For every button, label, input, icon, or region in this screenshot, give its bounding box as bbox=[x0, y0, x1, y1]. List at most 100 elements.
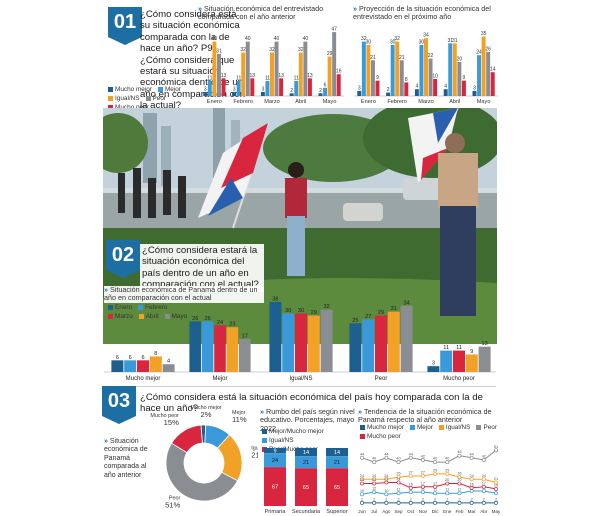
data-label: 11 bbox=[265, 76, 270, 82]
legend-item-marzo: Marzo bbox=[108, 313, 133, 320]
tick-label: Igual/NS bbox=[289, 376, 312, 382]
point-mucho-peor bbox=[396, 480, 401, 485]
legend-swatch bbox=[145, 95, 151, 101]
bar-igual-ns-febrero bbox=[282, 313, 295, 372]
data-label: 27 bbox=[421, 471, 425, 475]
data-label: 44 bbox=[409, 452, 413, 456]
point-mucho-peor bbox=[384, 480, 389, 485]
data-label: 10 bbox=[384, 489, 388, 493]
bar-mejor-abril bbox=[226, 327, 239, 372]
bar-igual-ns-enero bbox=[269, 301, 282, 372]
legend-label: Abril bbox=[145, 313, 159, 320]
legend-item-mucho-mejor: Mucho mejor bbox=[360, 424, 404, 431]
point-mucho-peor bbox=[469, 485, 474, 490]
bar-mucho-mejor-abril bbox=[149, 356, 162, 372]
data-label: 15 bbox=[494, 483, 498, 487]
bar-peor-abril bbox=[387, 311, 400, 372]
street-photo bbox=[103, 108, 497, 344]
bar-febrero-peor bbox=[399, 60, 404, 96]
legend-swatch bbox=[262, 437, 267, 443]
tick-label: Dic bbox=[432, 509, 439, 514]
data-label: 47 bbox=[331, 27, 337, 33]
bar-mayo-peor bbox=[486, 51, 491, 96]
data-label: 20 bbox=[457, 478, 461, 482]
point-peor bbox=[360, 455, 364, 460]
data-label: 14 bbox=[334, 450, 340, 456]
point-igual-ns bbox=[360, 477, 364, 482]
bar-mayo-igual-ns bbox=[481, 36, 486, 96]
data-label: 32 bbox=[240, 47, 246, 53]
data-label: 11 bbox=[397, 488, 401, 492]
chart5-title: Rumbo del país según nivel educativo. Po… bbox=[260, 407, 360, 433]
data-label: 11 bbox=[236, 76, 241, 82]
data-label: 17 bbox=[242, 333, 248, 339]
data-label: 2 bbox=[387, 87, 390, 93]
bar-mucho-peor-febrero bbox=[440, 350, 453, 372]
divider bbox=[104, 386, 496, 387]
data-label: 13 bbox=[307, 73, 313, 79]
legend-label: Mejor bbox=[164, 86, 181, 93]
data-label: 51 bbox=[494, 445, 498, 449]
bar-peor-marzo bbox=[375, 315, 387, 372]
legend-swatch bbox=[108, 104, 113, 110]
tick-label: Abril bbox=[449, 99, 460, 105]
data-label: 9 bbox=[376, 75, 379, 81]
pie-side-label: Situación económica de Panamá comparada … bbox=[104, 438, 160, 480]
slice-mucho-peor bbox=[171, 424, 203, 454]
legend-swatch bbox=[157, 86, 163, 92]
chart5-education: 9 24 67 Primaria 14 21 65 Secundaria 14 21 65 Super… bbox=[264, 448, 348, 514]
legend-swatch bbox=[138, 313, 144, 319]
data-label: 24 bbox=[217, 320, 223, 326]
legend-swatch bbox=[108, 313, 113, 319]
bar-igual-ns-abril bbox=[307, 315, 320, 372]
data-label: 13 bbox=[250, 73, 256, 79]
data-label: 16 bbox=[409, 482, 413, 486]
bar-igual-ns-mayo bbox=[320, 309, 333, 372]
data-label: 6 bbox=[129, 355, 132, 361]
data-label: 22 bbox=[428, 53, 434, 59]
legend-swatch bbox=[108, 95, 113, 101]
legend-label: Peor bbox=[483, 424, 497, 431]
point-mucho-mejor bbox=[360, 500, 364, 505]
point-mucho-peor bbox=[457, 481, 462, 486]
point-mucho-peor bbox=[445, 481, 450, 486]
data-label: 2 bbox=[495, 497, 497, 501]
point-igual-ns bbox=[420, 474, 425, 478]
data-label: 26 bbox=[457, 472, 461, 476]
data-label: 44 bbox=[384, 452, 388, 456]
tick-label: Mucho peor bbox=[443, 376, 475, 382]
slice-value: 15% bbox=[164, 418, 179, 427]
data-label: 11 bbox=[207, 76, 212, 82]
bar-marzo-mejor bbox=[265, 81, 270, 96]
legend-swatch bbox=[476, 424, 482, 430]
legend-swatch bbox=[262, 428, 267, 434]
tick-label: Febrero bbox=[233, 99, 253, 105]
legend-item-peor: Peor bbox=[145, 95, 166, 102]
legend-label: Peor/Mucho peor bbox=[269, 446, 319, 453]
line-mucho-peor bbox=[362, 481, 497, 490]
point-mejor bbox=[372, 490, 377, 495]
section2-question: ¿Cómo considera estará la situación econ… bbox=[140, 244, 264, 292]
data-label: 40 bbox=[445, 457, 449, 461]
bar-primaria-peor-mucho-peor bbox=[264, 467, 286, 506]
data-label: 11 bbox=[456, 345, 462, 351]
point-mucho-mejor bbox=[494, 500, 498, 505]
point-mucho-peor bbox=[372, 481, 377, 486]
data-label: 24 bbox=[384, 474, 388, 478]
point-mucho-mejor bbox=[457, 500, 462, 505]
data-label: 31 bbox=[216, 48, 222, 54]
chart3-title: Situación económica de Panamá dentro de … bbox=[104, 285, 264, 303]
point-mucho-peor bbox=[360, 481, 364, 486]
point-mejor bbox=[420, 490, 425, 495]
data-label: 65 bbox=[334, 485, 340, 491]
bar-mayo-igual-ns bbox=[327, 56, 332, 96]
data-label: 30 bbox=[419, 40, 425, 46]
chart3-country-future: 6 6 6 8 4 Mucho mejor 26 26 24 23 17 Mejor 36 30 30 29 3… bbox=[104, 296, 496, 382]
data-label: 11 bbox=[445, 488, 449, 492]
bar-mayo-mucho-peor bbox=[490, 72, 495, 96]
data-label: 21 bbox=[399, 55, 405, 61]
point-mucho-mejor bbox=[445, 500, 450, 505]
data-label: 4 bbox=[444, 84, 447, 90]
tick-label: Mayo bbox=[323, 99, 337, 105]
